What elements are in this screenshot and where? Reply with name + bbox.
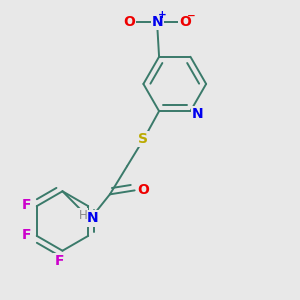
Text: O: O bbox=[180, 15, 191, 29]
Text: N: N bbox=[152, 15, 163, 29]
Text: O: O bbox=[123, 15, 135, 29]
Text: N: N bbox=[192, 107, 203, 121]
Text: F: F bbox=[54, 254, 64, 268]
Text: F: F bbox=[21, 198, 31, 212]
Text: S: S bbox=[138, 132, 148, 146]
Text: −: − bbox=[187, 11, 196, 21]
Text: N: N bbox=[87, 212, 98, 226]
Text: +: + bbox=[158, 10, 167, 20]
Text: F: F bbox=[21, 227, 31, 242]
Text: H: H bbox=[78, 208, 87, 222]
Text: O: O bbox=[137, 183, 149, 197]
